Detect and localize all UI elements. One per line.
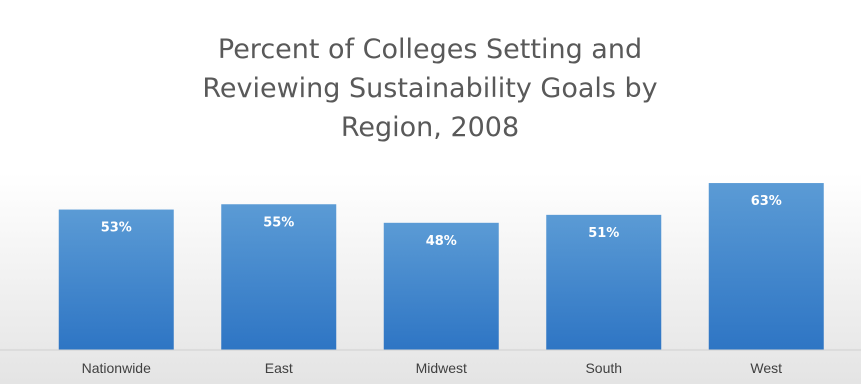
data-label-east: 55% — [263, 215, 294, 230]
data-label-south: 51% — [588, 226, 619, 241]
chart-title-line-3: Region, 2008 — [341, 112, 519, 143]
category-label-nationwide: Nationwide — [82, 360, 151, 376]
chart-title: Percent of Colleges Setting and Reviewin… — [202, 34, 657, 143]
category-label-south: South — [585, 360, 622, 376]
chart-title-line-2: Reviewing Sustainability Goals by — [202, 73, 657, 104]
bar-south — [546, 214, 662, 350]
bar-nationwide — [58, 209, 174, 350]
category-label-midwest: Midwest — [416, 360, 467, 376]
data-label-west: 63% — [751, 194, 782, 209]
category-label-west: West — [750, 360, 782, 376]
bar-midwest — [383, 222, 499, 350]
data-label-nationwide: 53% — [101, 221, 132, 236]
data-label-midwest: 48% — [426, 234, 457, 249]
bar-east — [221, 204, 337, 350]
chart-title-line-1: Percent of Colleges Setting and — [218, 34, 642, 65]
bar-series: 53% 55% 48% 51% 63% — [58, 183, 824, 350]
category-label-east: East — [265, 360, 293, 376]
bar-west — [708, 183, 824, 350]
x-axis-labels: Nationwide East Midwest South West — [82, 360, 783, 376]
